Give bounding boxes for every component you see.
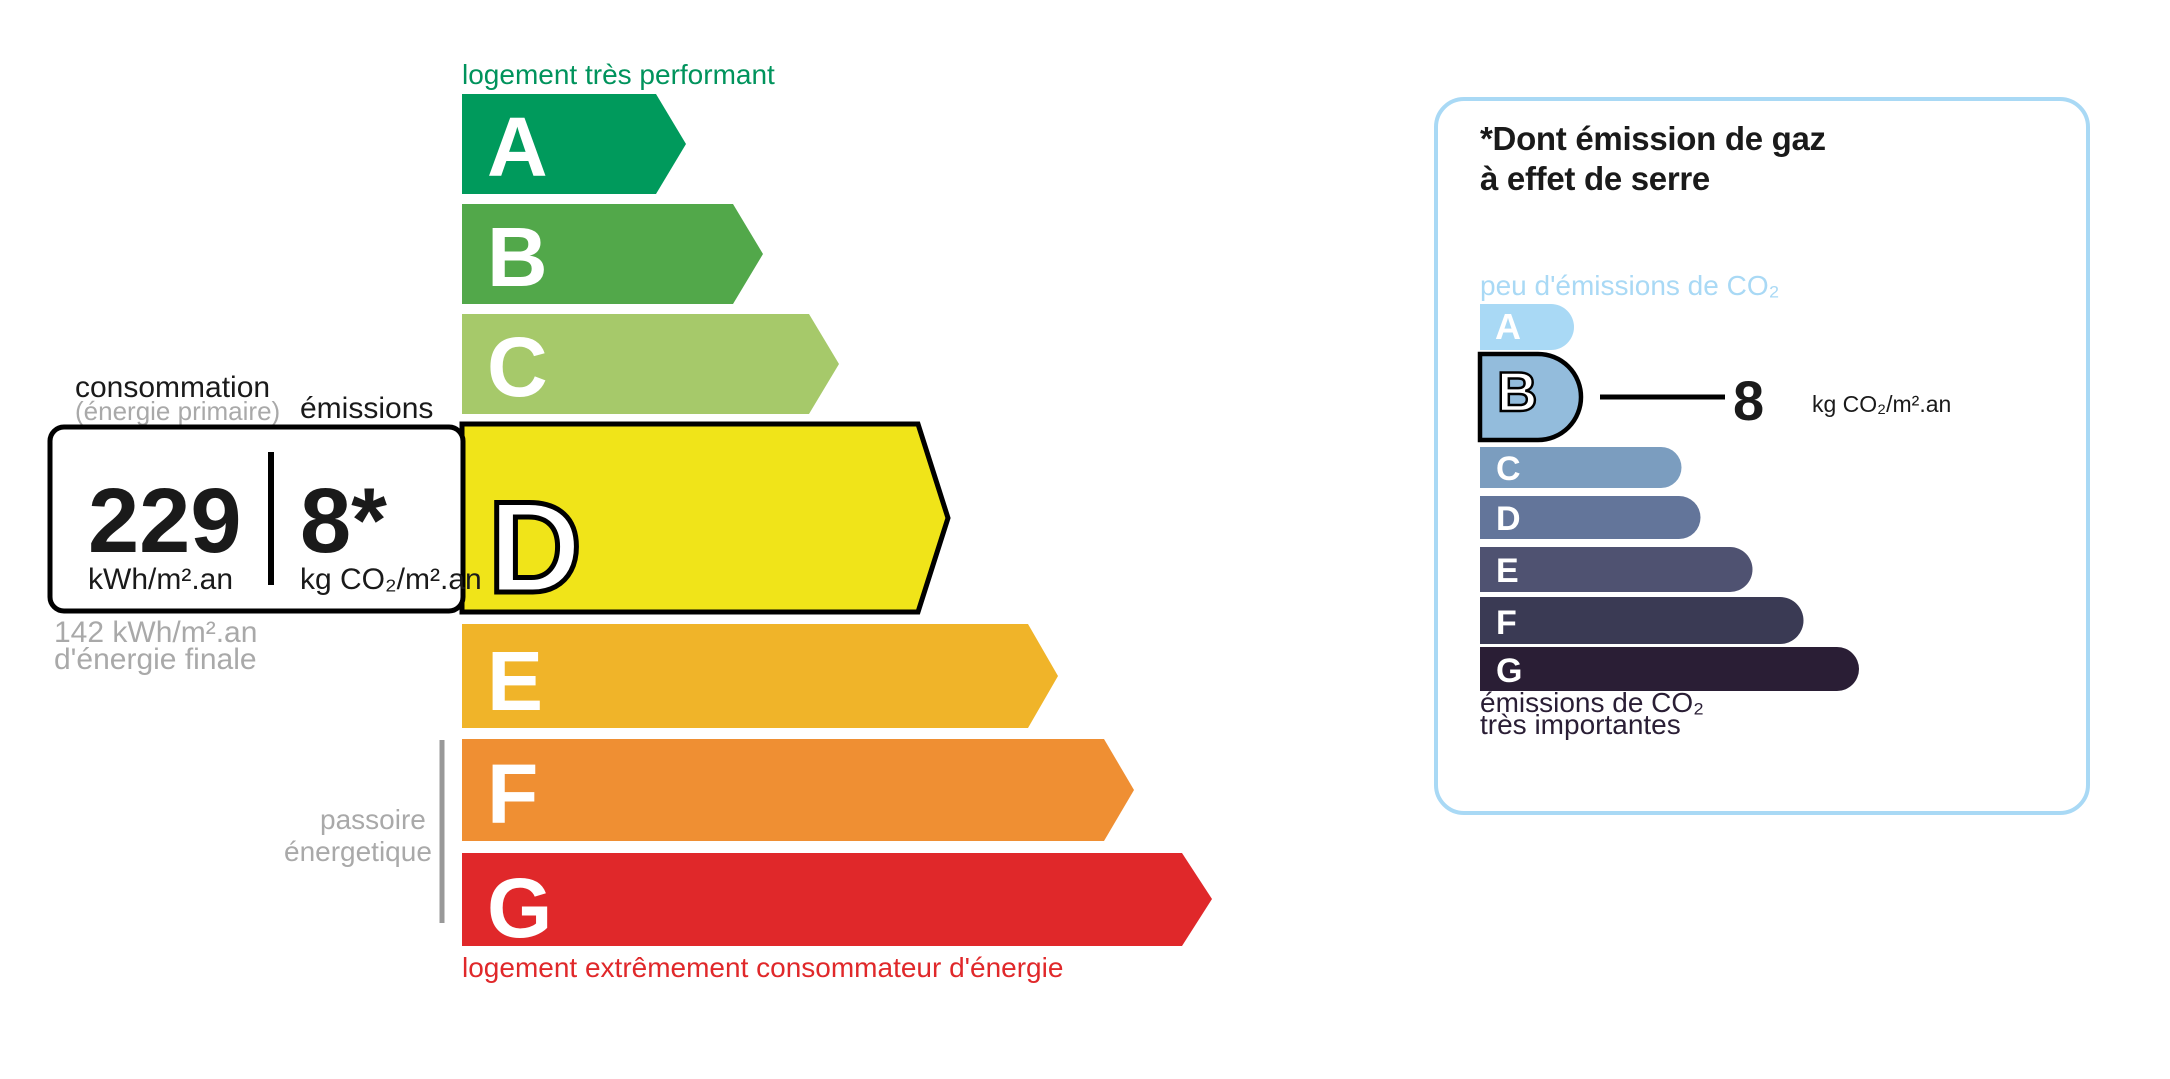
svg-text:logement extrêmement consommat: logement extrêmement consommateur d'éner… — [462, 952, 1063, 983]
svg-text:B: B — [487, 210, 548, 304]
svg-text:B: B — [1497, 360, 1537, 423]
svg-text:C: C — [1496, 450, 1521, 488]
svg-text:kWh/m².an: kWh/m².an — [88, 563, 233, 596]
svg-text:D: D — [488, 474, 582, 620]
svg-text:à effet de serre: à effet de serre — [1480, 160, 1710, 197]
svg-text:F: F — [487, 747, 538, 841]
svg-text:kg CO₂/m².an: kg CO₂/m².an — [1812, 391, 1951, 417]
svg-text:D: D — [1496, 500, 1521, 538]
svg-text:G: G — [487, 861, 552, 955]
svg-text:passoire: passoire — [320, 804, 426, 835]
svg-text:C: C — [487, 320, 548, 414]
svg-text:peu d'émissions de CO₂: peu d'émissions de CO₂ — [1480, 270, 1779, 301]
svg-text:émissions: émissions — [300, 392, 433, 425]
svg-text:E: E — [487, 634, 543, 728]
svg-text:d'énergie finale: d'énergie finale — [54, 643, 257, 676]
svg-text:G: G — [1496, 652, 1522, 690]
svg-text:A: A — [487, 100, 548, 194]
svg-text:(énergie primaire): (énergie primaire) — [75, 396, 280, 426]
svg-text:*Dont émission de gaz: *Dont émission de gaz — [1480, 120, 1826, 157]
svg-text:A: A — [1495, 306, 1521, 347]
svg-text:229: 229 — [88, 470, 242, 572]
svg-text:8*: 8* — [300, 470, 387, 572]
svg-text:E: E — [1496, 552, 1519, 590]
svg-text:très importantes: très importantes — [1480, 709, 1681, 740]
svg-text:F: F — [1496, 604, 1517, 642]
svg-text:8: 8 — [1733, 369, 1764, 432]
svg-text:énergetique: énergetique — [284, 836, 432, 867]
svg-text:logement très performant: logement très performant — [462, 59, 775, 90]
svg-text:kg CO₂/m².an: kg CO₂/m².an — [300, 563, 482, 596]
